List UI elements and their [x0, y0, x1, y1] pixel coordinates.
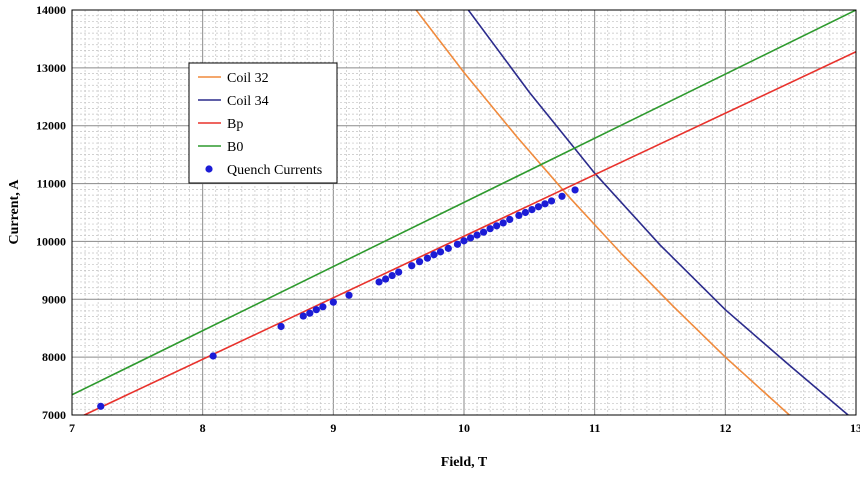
quench-point [312, 306, 320, 314]
legend-label-coil-34: Coil 34 [227, 94, 269, 109]
y-tick-label: 11000 [37, 177, 66, 191]
quench-point [436, 248, 445, 256]
legend-label-bp: Bp [227, 117, 243, 132]
quench-point [345, 291, 353, 299]
quench-point [382, 275, 390, 283]
y-tick-label: 8000 [42, 350, 66, 364]
x-tick-label: 8 [200, 421, 206, 435]
y-tick-label: 14000 [36, 3, 66, 17]
y-tick-label: 10000 [36, 234, 66, 248]
x-tick-label: 10 [458, 421, 470, 435]
x-tick-label: 13 [850, 421, 860, 435]
quench-point [466, 234, 475, 242]
quench-point [277, 322, 285, 331]
y-tick-label: 7000 [42, 408, 66, 422]
quench-point [506, 215, 514, 224]
quench-point [306, 309, 314, 317]
quench-point [408, 262, 416, 270]
x-tick-label: 7 [69, 421, 75, 435]
x-axis-title: Field, T [441, 455, 488, 470]
quench-point [444, 244, 452, 252]
legend-label-b0: B0 [227, 140, 243, 155]
quench-point [499, 219, 507, 227]
quench-point [541, 200, 549, 208]
quench-point [319, 303, 327, 311]
y-axis-title: Current, A [7, 179, 22, 245]
quench-point [473, 231, 481, 239]
quench-point [493, 222, 501, 230]
plot-frame [71, 9, 857, 416]
series-line-coil-34 [467, 10, 850, 415]
y-tick-label: 9000 [42, 292, 66, 306]
quench-point [460, 237, 468, 245]
legend: Coil 32 Coil 34 Bp B0 Quench Currents [188, 62, 338, 184]
quench-point [415, 258, 424, 266]
series-line-bp [82, 50, 856, 415]
quench-point [534, 203, 543, 211]
quench-point [571, 186, 579, 194]
quench-point [329, 298, 337, 306]
quench-point [486, 225, 494, 233]
quench-point [299, 312, 307, 320]
legend-label-quench-currents: Quench Currents [227, 163, 322, 178]
series-layer [72, 10, 856, 415]
x-tick-label: 11 [589, 421, 600, 435]
legend-swatch-quench-currents [205, 165, 213, 173]
quench-point [375, 278, 383, 286]
series-clip-group [72, 10, 856, 415]
quench-point [515, 211, 523, 219]
quench-point [480, 228, 488, 236]
series-line-coil-32 [415, 10, 791, 415]
quench-point [528, 206, 536, 214]
quench-point [388, 271, 396, 280]
x-tick-label: 9 [330, 421, 336, 435]
y-tick-label: 12000 [36, 119, 66, 133]
x-tick-labels: 7 8 9 10 11 12 13 [69, 421, 860, 435]
series-line-b0 [72, 10, 856, 396]
x-tick-label: 12 [719, 421, 731, 435]
quench-point [423, 254, 432, 262]
y-tick-label: 13000 [36, 61, 66, 75]
legend-label-coil-32: Coil 32 [227, 71, 269, 86]
quench-point [558, 192, 566, 200]
quench-point [97, 402, 105, 410]
quench-point [453, 240, 462, 248]
quench-point [430, 251, 438, 259]
quench-point [395, 268, 403, 276]
quench-point [209, 352, 217, 360]
quench-point [521, 208, 530, 217]
quench-point [547, 197, 556, 205]
y-tick-labels: 7000 8000 9000 10000 11000 12000 13000 14000 [36, 3, 66, 422]
